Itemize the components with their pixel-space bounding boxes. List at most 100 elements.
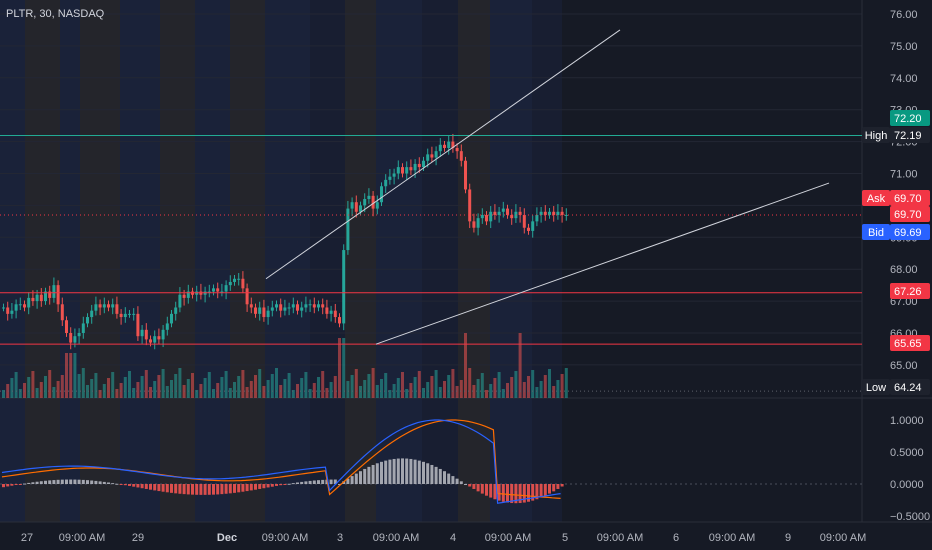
price-tag-value: 67.26 <box>894 286 922 298</box>
macd-histogram-bar <box>149 484 152 490</box>
price-tag: Bid 69.69 <box>862 224 930 240</box>
volume-bar <box>438 387 442 398</box>
session-band <box>60 0 80 398</box>
candle-body <box>535 214 539 222</box>
macd-histogram-bar <box>510 484 514 504</box>
candle-body <box>430 154 434 158</box>
macd-histogram-bar <box>560 484 564 487</box>
macd-histogram-bar <box>191 484 194 495</box>
price-tag-value: 64.24 <box>894 382 922 394</box>
session-band <box>422 0 458 398</box>
candle-body <box>443 144 446 148</box>
session-band <box>345 0 376 398</box>
macd-histogram-bar <box>548 484 551 494</box>
macd-histogram-bar <box>90 480 94 484</box>
volume-bar <box>329 382 333 398</box>
x-tick-label: 27 <box>21 532 33 544</box>
volume-bar <box>304 372 308 398</box>
macd-tick-label: −0.5000 <box>890 511 930 523</box>
x-tick-label: 29 <box>132 532 144 544</box>
candle-body <box>23 304 26 308</box>
candle-body <box>86 317 89 324</box>
candle-body <box>249 304 253 308</box>
macd-signal-line <box>1 419 561 499</box>
candle-body <box>220 291 224 293</box>
macd-histogram-bar <box>14 484 18 485</box>
candle-body <box>73 336 77 343</box>
volume-bar <box>501 389 505 398</box>
volume-bar <box>430 376 434 398</box>
price-tag-value-bg <box>890 335 930 351</box>
macd-histogram-bar <box>329 479 333 484</box>
volume-bar <box>321 371 325 398</box>
candle-body <box>27 297 31 308</box>
macd-histogram-bar <box>312 480 316 484</box>
macd-histogram-bar <box>60 479 64 484</box>
macd-histogram-bar <box>480 484 484 494</box>
candle-body <box>489 211 493 222</box>
volume-bar <box>191 373 194 398</box>
volume-bar <box>18 389 22 398</box>
session-band <box>532 398 562 522</box>
volume-bar <box>405 389 409 398</box>
macd-histogram-bar <box>27 482 31 484</box>
candle-body <box>178 294 182 308</box>
volume-bar <box>115 389 119 398</box>
candle-body <box>107 304 110 308</box>
candle-body <box>531 221 535 231</box>
candle-body <box>548 211 551 215</box>
macd-histogram-bar <box>56 479 60 484</box>
macd-histogram-bar <box>409 458 413 484</box>
candle-body <box>518 211 522 215</box>
volume-bar <box>325 388 329 398</box>
volume-bar <box>380 379 383 398</box>
candle-body <box>98 304 102 308</box>
candle-body <box>224 285 228 292</box>
candle-body <box>413 163 417 171</box>
price-tag-value-bg <box>890 379 930 395</box>
session-band <box>230 398 265 522</box>
volume-bar <box>262 386 266 398</box>
macd-histogram-bar <box>35 481 39 484</box>
candle-body <box>552 211 556 215</box>
price-tag-label-bg <box>862 190 890 206</box>
volume-bar <box>31 371 35 398</box>
macd-histogram-bar <box>283 484 287 485</box>
macd-histogram-bar <box>388 459 392 484</box>
macd-histogram-bar <box>291 483 295 485</box>
volume-bar <box>111 372 115 398</box>
x-tick-label: 09:00 AM <box>597 532 643 544</box>
macd-histogram-bar <box>417 460 421 484</box>
x-tick-label: 6 <box>673 532 679 544</box>
candle-body <box>65 320 68 333</box>
session-band <box>265 398 310 522</box>
volume-bar <box>224 371 228 398</box>
volume-bar <box>90 379 94 398</box>
macd-histogram-bar <box>275 484 278 486</box>
volume-bar <box>39 382 43 398</box>
candle-body <box>510 214 514 219</box>
macd-histogram-bar <box>375 463 379 484</box>
price-tag-value: 69.70 <box>894 209 922 221</box>
volume-bar <box>119 383 123 398</box>
volume-bar <box>132 388 136 398</box>
volume-bar <box>543 375 547 398</box>
macd-histogram-bar <box>518 484 522 504</box>
candle-body <box>539 211 543 215</box>
volume-bar <box>241 370 245 398</box>
volume-bar <box>468 368 472 398</box>
candle-body <box>317 304 320 308</box>
y-tick-label: 65.00 <box>890 360 918 372</box>
macd-line <box>1 419 561 504</box>
symbol-title[interactable]: PLTR, 30, NASDAQ <box>6 8 105 20</box>
candle-body <box>31 297 35 302</box>
macd-histogram-bar <box>207 484 211 495</box>
volume-bar <box>317 377 320 398</box>
volume-bar <box>94 373 98 398</box>
volume-bar <box>128 371 131 398</box>
x-tick-label: 3 <box>337 532 343 544</box>
candle-body <box>119 313 123 318</box>
macd-histogram-bar <box>245 484 249 492</box>
volume-bar <box>409 383 413 398</box>
